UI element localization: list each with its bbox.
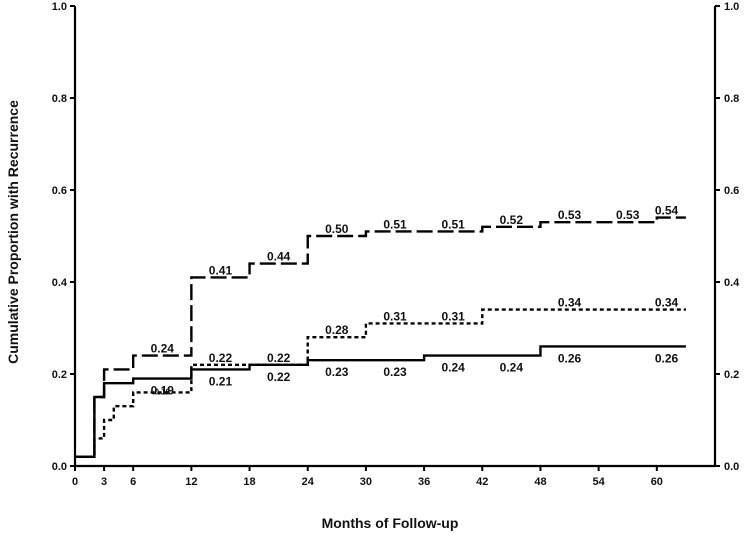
data-label-solid: 0.23 [325, 365, 349, 379]
y-axis-title: Cumulative Proportion with Recurrence [5, 100, 21, 364]
data-labels: 0.24 0.41 0.44 0.50 0.51 0.51 0.52 0.53 0.53 0.54… [151, 204, 679, 398]
ticks: 0 3 6 12 18 24 30 36 42 48 54 600.0 0.00.2 0.20.4 0.40… [52, 1, 740, 488]
x-tick-label: 42 [476, 476, 488, 488]
data-label-solid: 0.23 [383, 365, 407, 379]
data-label-dashed: 0.52 [500, 213, 524, 227]
y-tick-label-right: 1.0 [724, 1, 739, 13]
x-tick-label: 54 [593, 476, 606, 488]
series-dashed-line [75, 216, 686, 458]
data-label-dashed: 0.44 [267, 250, 291, 264]
x-axis-title: Months of Follow-up [322, 515, 459, 531]
x-tick-label: 48 [534, 476, 546, 488]
x-tick-label: 60 [651, 476, 663, 488]
data-label-solid: 0.21 [209, 374, 233, 388]
y-tick-label-right: 0.4 [724, 277, 740, 289]
y-tick-label-left: 0.2 [52, 369, 67, 381]
data-label-dotted: 0.34 [558, 296, 582, 310]
data-label-solid: 0.26 [558, 351, 582, 365]
data-label-dashed: 0.41 [209, 263, 233, 277]
data-label-solid: 0.24 [442, 361, 466, 375]
data-label-solid: 0.26 [655, 351, 679, 365]
data-label-solid: 0.19 [151, 384, 175, 398]
data-label-dashed: 0.51 [383, 217, 407, 231]
data-label-dotted: 0.31 [442, 309, 466, 323]
y-tick-label-right: 0.6 [724, 185, 739, 197]
data-label-dashed: 0.24 [151, 342, 175, 356]
x-tick-label: 3 [101, 476, 107, 488]
x-tick-label: 30 [360, 476, 372, 488]
x-tick-label: 18 [243, 476, 255, 488]
axes [73, 6, 717, 468]
x-tick-label: 36 [418, 476, 430, 488]
data-label-dotted: 0.22 [267, 351, 291, 365]
data-label-dotted: 0.28 [325, 323, 349, 337]
x-tick-label: 12 [185, 476, 197, 488]
data-label-dashed: 0.51 [442, 217, 466, 231]
data-label-solid: 0.22 [267, 370, 291, 384]
y-tick-label-left: 0.6 [52, 185, 67, 197]
data-label-dotted: 0.31 [383, 309, 407, 323]
y-tick-label-right: 0.2 [724, 369, 739, 381]
series-dotted-line [75, 308, 686, 458]
y-tick-label-left: 1.0 [52, 1, 67, 13]
y-tick-label-left: 0.8 [52, 93, 67, 105]
data-label-dotted: 0.34 [655, 296, 679, 310]
series-solid-line [75, 345, 686, 458]
data-label-dotted: 0.16 [154, 387, 170, 396]
y-tick-label-left: 0.4 [52, 277, 68, 289]
data-label-dashed: 0.53 [558, 208, 582, 222]
x-tick-label: 6 [130, 476, 136, 488]
y-tick-label-left: 0.0 [52, 461, 67, 473]
x-tick-label: 24 [302, 476, 315, 488]
data-label-dotted: 0.22 [209, 351, 233, 365]
data-label-dashed: 0.53 [616, 208, 640, 222]
data-label-dashed: 0.54 [655, 204, 679, 218]
data-label-dashed: 0.50 [325, 222, 349, 236]
y-tick-label-right: 0.8 [724, 93, 739, 105]
x-tick-label: 0 [72, 476, 78, 488]
data-label-solid: 0.24 [500, 361, 524, 375]
series-lines [75, 216, 686, 458]
y-tick-label-right: 0.0 [724, 461, 739, 473]
